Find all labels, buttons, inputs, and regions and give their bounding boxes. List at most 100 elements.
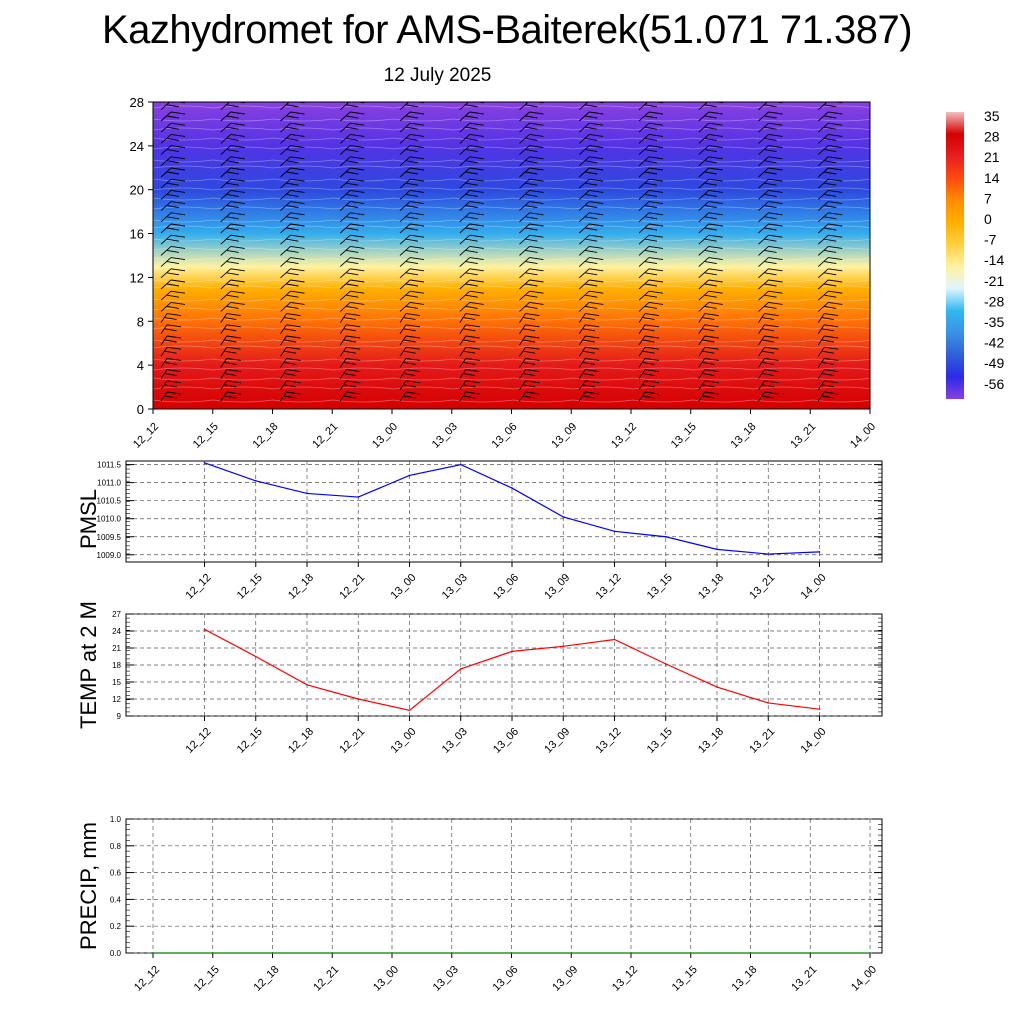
wind-barb-flag: [350, 133, 365, 137]
data-point: [869, 952, 871, 954]
wind-barb-staff: [878, 280, 888, 289]
wind-barb-flag: [469, 212, 484, 216]
wind-barb-flag: [589, 245, 604, 249]
wind-barb-flag: [230, 257, 245, 261]
wind-barb-staff: [459, 201, 471, 211]
wind-barb-flag: [828, 189, 843, 193]
wind-barb-staff: [817, 302, 829, 312]
wind-barb-staff: [817, 145, 829, 155]
wind-barb-flag: [226, 104, 239, 108]
wind-barb-flag: [465, 346, 480, 350]
wind-barb-flag: [585, 149, 598, 153]
wind-barb-flag: [166, 182, 180, 186]
wind-barb-staff: [638, 302, 650, 312]
y-axis-label: TEMP at 2 M: [76, 601, 101, 729]
wind-barb-staff: [638, 335, 646, 346]
wind-barb-staff: [339, 313, 347, 323]
wind-barb-staff: [817, 212, 829, 223]
wind-barb-flag: [166, 313, 182, 317]
wind-barb-staff: [878, 202, 888, 211]
wind-barb-flag: [350, 167, 365, 171]
wind-barb-flag: [346, 171, 359, 175]
wind-barb-staff: [339, 369, 347, 379]
wind-barb-flag: [170, 145, 186, 149]
wind-barb-flag: [585, 391, 600, 395]
wind-barb-staff: [459, 167, 471, 178]
wind-barb-flag: [346, 238, 359, 242]
wind-barb-flag: [585, 283, 598, 287]
wind-barb-flag: [768, 201, 783, 205]
wind-barb-flag: [704, 357, 719, 361]
wind-barb-flag: [290, 178, 305, 182]
wind-barb-flag: [170, 268, 186, 272]
wind-barb-staff: [399, 178, 411, 189]
wind-barb-flag: [585, 160, 598, 164]
wind-barb-flag: [226, 391, 241, 395]
wind-barb-flag: [290, 201, 305, 205]
x-tick-label: 13_09: [542, 572, 572, 602]
wind-barb-flag: [350, 279, 365, 283]
wind-barb-staff: [280, 122, 291, 133]
wind-barb-flag: [346, 357, 361, 361]
wind-barb-staff: [878, 358, 884, 367]
wind-barb-flag: [290, 245, 305, 249]
wind-barb-staff: [220, 111, 232, 122]
wind-barb-flag: [409, 279, 425, 283]
wind-barb-staff: [698, 324, 706, 335]
wind-barb-staff: [817, 346, 825, 357]
wind-barb-flag: [764, 193, 777, 197]
wind-barb-staff: [758, 223, 769, 234]
precip-panel: 0.0 0.2 0.4 0.6 0.8 1.0 12_12 12_15 12_18 12_21 13…: [76, 815, 883, 994]
wind-barb-flag: [884, 273, 896, 275]
y-tick-label: 0.2: [110, 922, 122, 931]
wind-barb-flag: [350, 189, 365, 193]
wind-barb-staff: [160, 313, 168, 323]
data-point: [408, 474, 411, 477]
data-point: [254, 480, 257, 482]
wind-barb-staff: [220, 290, 232, 301]
wind-barb-flag: [465, 115, 478, 119]
data-point: [818, 551, 821, 553]
data-point: [630, 952, 632, 954]
wind-barb-staff: [519, 156, 530, 167]
wind-barb-flag: [768, 189, 783, 193]
wind-barb-flag: [469, 223, 484, 227]
wind-barb-flag: [708, 290, 723, 294]
wind-barb-flag: [648, 167, 664, 171]
wind-barb-flag: [764, 272, 777, 276]
wind-barb-staff: [817, 201, 829, 211]
wind-barb-flag: [764, 294, 777, 298]
wind-barb-staff: [519, 313, 526, 323]
wind-barb-staff: [758, 156, 769, 167]
wind-barb-staff: [459, 134, 471, 144]
wind-barb-staff: [160, 324, 168, 335]
wind-barb-flag: [405, 115, 419, 119]
wind-barb-flag: [884, 381, 898, 383]
wind-barb-flag: [226, 193, 239, 197]
wind-barb-staff: [698, 268, 710, 279]
x-tick-label: 14_00: [849, 964, 879, 994]
wind-barb-flag: [286, 369, 301, 373]
wind-barb-flag: [644, 193, 658, 197]
wind-barb-flag: [350, 234, 365, 238]
wind-barb-flag: [884, 306, 896, 308]
wind-barb-flag: [882, 318, 894, 320]
wind-barb-staff: [519, 391, 526, 402]
wind-barb-flag: [226, 324, 241, 328]
wind-barb-flag: [589, 167, 604, 171]
wind-barb-flag: [230, 111, 245, 115]
wind-barb-flag: [824, 104, 837, 108]
chart-subtitle: 12 July 2025: [383, 65, 492, 86]
wind-barb-flag: [884, 228, 896, 230]
contour-line: [153, 247, 870, 251]
wind-barb-flag: [702, 395, 715, 399]
wind-barb-staff: [758, 268, 769, 279]
wind-barb-flag: [648, 178, 664, 182]
wind-barb-staff: [878, 269, 888, 278]
wind-barb-staff: [638, 190, 650, 200]
wind-barb-staff: [878, 392, 884, 401]
wind-barb-staff: [399, 369, 407, 379]
wind-barb-flag: [589, 212, 604, 216]
data-point: [459, 668, 462, 670]
wind-barb-flag: [403, 328, 416, 332]
